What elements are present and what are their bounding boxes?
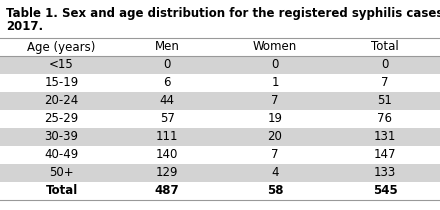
Text: 0: 0 [381, 59, 389, 71]
Text: 6: 6 [163, 76, 171, 89]
Text: 140: 140 [156, 148, 178, 161]
Text: Women: Women [253, 41, 297, 54]
Text: Table 1. Sex and age distribution for the registered syphilis cases,: Table 1. Sex and age distribution for th… [6, 7, 440, 20]
Text: 44: 44 [160, 94, 175, 108]
Text: <15: <15 [49, 59, 74, 71]
Text: Total: Total [45, 185, 78, 197]
Text: 111: 111 [156, 130, 179, 143]
Text: 58: 58 [267, 185, 283, 197]
Text: 131: 131 [374, 130, 396, 143]
Text: 20-24: 20-24 [44, 94, 79, 108]
Text: 15-19: 15-19 [44, 76, 79, 89]
Text: Age (years): Age (years) [27, 41, 96, 54]
Text: 147: 147 [374, 148, 396, 161]
Text: Total: Total [371, 41, 399, 54]
Text: 129: 129 [156, 167, 179, 180]
Text: 545: 545 [373, 185, 397, 197]
Text: 20: 20 [268, 130, 282, 143]
Bar [0, 92, 440, 110]
Text: 487: 487 [155, 185, 180, 197]
Text: 2017.: 2017. [6, 20, 43, 33]
Bar [0, 56, 440, 74]
Text: 1: 1 [271, 76, 279, 89]
Bar [0, 128, 440, 146]
Text: 7: 7 [271, 148, 279, 161]
Text: 50+: 50+ [49, 167, 74, 180]
Text: 4: 4 [271, 167, 279, 180]
Text: 76: 76 [378, 113, 392, 126]
Text: 7: 7 [271, 94, 279, 108]
Text: 51: 51 [378, 94, 392, 108]
Text: 40-49: 40-49 [44, 148, 79, 161]
Text: 57: 57 [160, 113, 175, 126]
Text: 25-29: 25-29 [44, 113, 79, 126]
Text: 0: 0 [271, 59, 279, 71]
Text: 0: 0 [164, 59, 171, 71]
Text: Men: Men [155, 41, 180, 54]
Text: 7: 7 [381, 76, 389, 89]
Bar [0, 164, 440, 182]
Text: 19: 19 [268, 113, 282, 126]
Text: 133: 133 [374, 167, 396, 180]
Text: 30-39: 30-39 [44, 130, 79, 143]
